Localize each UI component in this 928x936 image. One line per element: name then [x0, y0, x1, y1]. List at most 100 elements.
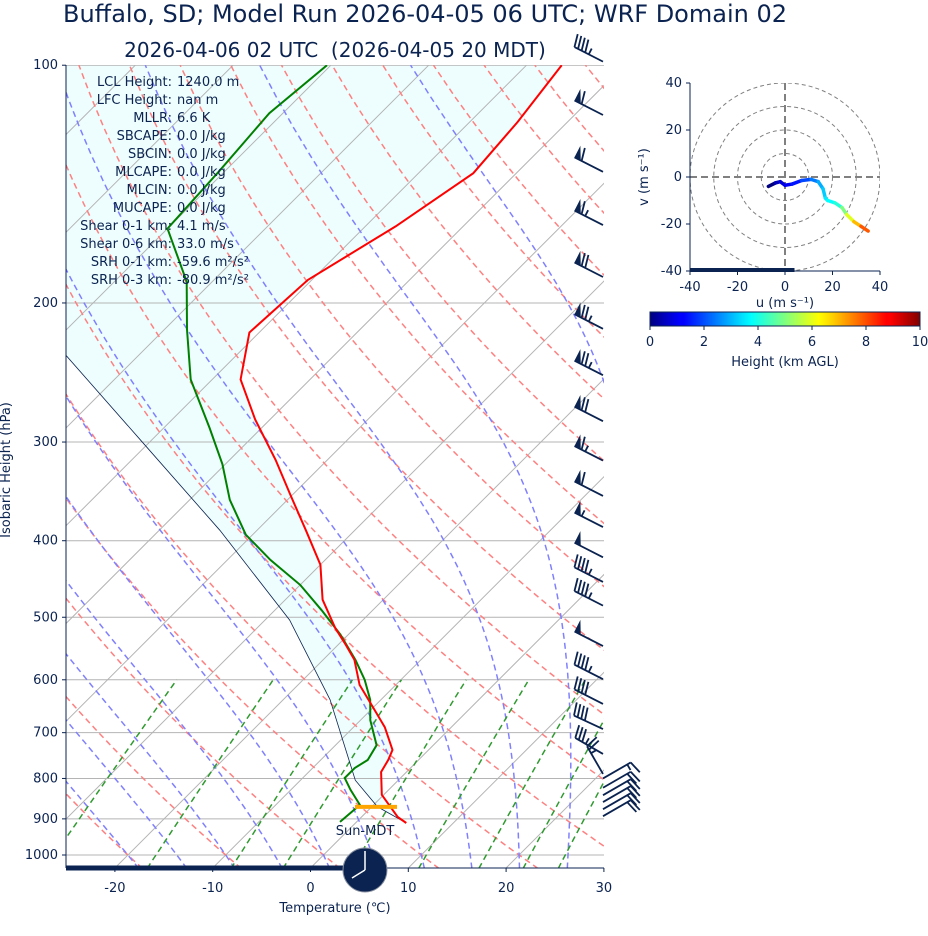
moist-adiabat: [66, 495, 331, 868]
moist-adiabat: [712, 65, 838, 868]
profiles: [66, 65, 563, 824]
moist-adiabat: [409, 65, 604, 385]
stat-value: 0.0 J/kg: [177, 183, 226, 198]
dry-adiabat: [66, 163, 604, 781]
wind-barb: [574, 395, 604, 422]
moist-adiabat: [66, 780, 140, 868]
wind-barb: [574, 434, 604, 462]
temperature-line: [239, 65, 563, 824]
stat-value: nan m: [177, 93, 218, 108]
stat-label: MLLR:: [133, 111, 172, 126]
stat-value: 4.1 m/s: [177, 219, 226, 234]
y-tick-label: 500: [33, 610, 58, 625]
stat-value: 33.0 m/s: [177, 237, 234, 252]
hodograph-x-tick-label: 20: [824, 280, 841, 295]
wind-barb: [573, 702, 604, 730]
stat-label: MUCAPE:: [113, 201, 172, 216]
moist-adiabat: [66, 90, 473, 868]
skew-t-plot: LCL Height: 1240.0 m LFC Height: nan m MLLR:…: [0, 33, 928, 916]
dry-adiabat: [78, 65, 604, 716]
dry-adiabat: [788, 65, 928, 868]
dry-adiabat: [483, 65, 604, 215]
hodograph-x-tick-label: 0: [781, 280, 789, 295]
wind-barb: [574, 88, 604, 116]
stat-label: SRH 0-1 km:: [91, 255, 172, 270]
hodograph-y-label: v (m s⁻¹): [637, 148, 652, 206]
dry-adiabat: [66, 695, 242, 868]
colorbar: Height (km AGL) 0 2 4 6 8 10: [646, 311, 928, 370]
isotherm: [114, 378, 604, 868]
y-axis-label: Isobaric Height (hPa): [0, 402, 14, 538]
background-lines: [66, 65, 928, 868]
y-tick-label: 700: [33, 726, 58, 741]
chart-subtitle: 2026-04-06 02 UTC (2026-04-05 20 MDT): [124, 38, 546, 62]
isotherm: [66, 65, 430, 429]
x-tick-label: 30: [596, 881, 613, 896]
isotherm: [309, 573, 604, 868]
dry-adiabat: [432, 65, 604, 277]
y-tick-label: 1000: [25, 848, 58, 863]
colorbar-label: Height (km AGL): [731, 355, 839, 370]
moist-adiabat: [144, 65, 521, 868]
colorbar-tick-label: 6: [808, 335, 816, 350]
mixing-ratio-line: [146, 679, 274, 868]
dry-adiabat: [382, 65, 604, 338]
dry-adiabat: [66, 496, 440, 868]
stat-label: LFC Height:: [97, 93, 172, 108]
wind-barb: [586, 736, 604, 775]
x-tick-label: 10: [400, 881, 417, 896]
wind-barb: [574, 302, 604, 330]
hodograph-x-tick-label: -40: [679, 280, 700, 295]
hodograph-y-tick-label: -20: [661, 217, 682, 232]
moist-adiabat: [66, 394, 378, 868]
wind-barbs: [573, 33, 641, 817]
wind-barb: [573, 33, 604, 63]
wind-barb: [573, 577, 604, 607]
wind-barb: [573, 554, 604, 583]
isotherm: [211, 475, 604, 868]
isotherm: [407, 671, 604, 868]
chart-title: Buffalo, SD; Model Run 2026-04-05 06 UTC…: [63, 0, 787, 28]
mixing-ratio-line: [418, 679, 530, 868]
colorbar-tick-label: 0: [646, 335, 654, 350]
x-tick-label: 0: [306, 881, 314, 896]
wind-barb: [602, 799, 641, 817]
time-label: Sun-MDT: [336, 824, 395, 839]
mixing-ratio-line: [522, 718, 604, 868]
hodograph-y-tick-label: 0: [674, 170, 682, 185]
dry-adiabat: [331, 65, 604, 400]
mixing-ratio-line: [66, 679, 178, 840]
wind-barb: [574, 531, 604, 559]
dry-adiabat: [66, 597, 341, 868]
stat-label: SBCAPE:: [117, 129, 172, 144]
moist-adiabat: [66, 718, 188, 868]
hodograph-x-tick-label: -20: [727, 280, 748, 295]
dry-adiabat: [280, 65, 604, 462]
colorbar-tick-label: 4: [754, 335, 762, 350]
hodograph-y-tick-label: 20: [665, 123, 682, 138]
dewpoint-line: [166, 65, 378, 823]
x-axis-label: Temperature (℃): [278, 901, 390, 916]
wind-barb: [574, 724, 604, 755]
wind-barb: [574, 250, 604, 278]
wind-barb: [574, 145, 604, 173]
mixing-ratio-line: [282, 679, 403, 868]
hodograph-x-tick-label: 40: [872, 280, 889, 295]
wind-barb: [573, 651, 604, 680]
skew-t-axes: 100 200 300 400 500 600 700 800 900 1000 -20 -10 0 10…: [25, 58, 612, 896]
colorbar-tick-label: 2: [700, 335, 708, 350]
moist-adiabat: [609, 65, 723, 868]
y-tick-label: 300: [33, 435, 58, 450]
moist-adiabat: [259, 65, 572, 868]
moist-adiabat: [66, 652, 236, 868]
wind-barb: [574, 198, 604, 226]
cin-shading: [66, 65, 562, 823]
stat-label: MLCAPE:: [115, 165, 172, 180]
stat-label: Shear 0-6 km:: [80, 237, 172, 252]
wind-barb: [574, 469, 604, 497]
stat-label: Shear 0-1 km:: [80, 219, 172, 234]
mixing-ratio-line: [230, 679, 354, 868]
wind-barb: [574, 619, 604, 647]
stat-value: 0.0 J/kg: [177, 165, 226, 180]
